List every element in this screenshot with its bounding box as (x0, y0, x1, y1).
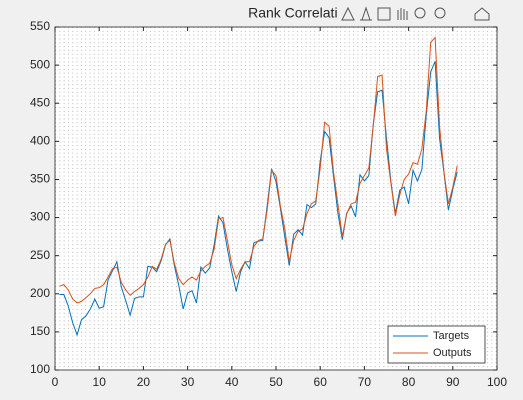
x-tick-label: 0 (52, 375, 59, 389)
x-tick-label: 30 (181, 375, 195, 389)
y-tick-label: 550 (30, 19, 50, 33)
toolbar-icon[interactable] (414, 7, 426, 19)
x-tick-label: 100 (487, 375, 507, 389)
series-line (59, 36, 458, 304)
axes-box (54, 26, 498, 371)
toolbar-icon[interactable] (397, 8, 408, 20)
x-tick-label: 20 (137, 375, 151, 389)
y-tick-label: 500 (30, 57, 50, 71)
x-tick-label: 90 (446, 375, 460, 389)
toolbar-icon[interactable] (360, 6, 372, 21)
legend-label: Targets (433, 330, 470, 342)
toolbar[interactable] (338, 3, 498, 25)
minor-grid (55, 27, 497, 370)
y-tick-label: 200 (30, 286, 50, 300)
y-tick-label: 300 (30, 210, 50, 224)
y-tick-label: 450 (30, 95, 50, 109)
x-tick-label: 50 (269, 375, 283, 389)
y-tick-label: 100 (30, 362, 50, 376)
toolbar-icon[interactable] (377, 7, 391, 21)
y-tick-label: 150 (30, 324, 50, 338)
legend-box (387, 325, 486, 364)
x-tick-label: 60 (314, 375, 328, 389)
y-tick-label: 400 (30, 134, 50, 148)
y-tick-label: 250 (30, 248, 50, 262)
y-tick-label: 350 (30, 172, 50, 186)
x-tick-label: 70 (358, 375, 372, 389)
toolbar-icon[interactable] (434, 7, 446, 19)
x-tick-label: 40 (225, 375, 239, 389)
x-tick-label: 10 (93, 375, 107, 389)
legend-label: Outputs (433, 347, 472, 359)
x-tick-label: 80 (402, 375, 416, 389)
toolbar-background (338, 3, 498, 25)
legend: Targets Outputs (387, 325, 486, 364)
toolbar-icon[interactable] (341, 6, 355, 21)
toolbar-icon[interactable] (474, 7, 490, 21)
